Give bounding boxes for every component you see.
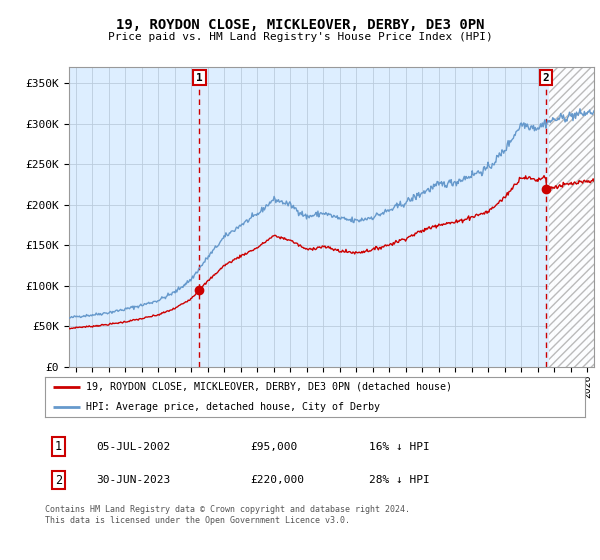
Text: 1: 1 (55, 440, 62, 453)
Text: 28% ↓ HPI: 28% ↓ HPI (369, 475, 430, 485)
Text: 19, ROYDON CLOSE, MICKLEOVER, DERBY, DE3 0PN: 19, ROYDON CLOSE, MICKLEOVER, DERBY, DE3… (116, 18, 484, 32)
Text: 19, ROYDON CLOSE, MICKLEOVER, DERBY, DE3 0PN (detached house): 19, ROYDON CLOSE, MICKLEOVER, DERBY, DE3… (86, 382, 452, 392)
Text: Price paid vs. HM Land Registry's House Price Index (HPI): Price paid vs. HM Land Registry's House … (107, 32, 493, 42)
Text: 30-JUN-2023: 30-JUN-2023 (96, 475, 170, 485)
Text: £95,000: £95,000 (250, 442, 298, 452)
Text: 2: 2 (543, 73, 550, 83)
Text: £220,000: £220,000 (250, 475, 304, 485)
Text: 2: 2 (55, 474, 62, 487)
Text: 1: 1 (196, 73, 203, 83)
Text: 16% ↓ HPI: 16% ↓ HPI (369, 442, 430, 452)
Bar (550, 67, 594, 367)
Text: HPI: Average price, detached house, City of Derby: HPI: Average price, detached house, City… (86, 402, 380, 412)
Text: 05-JUL-2002: 05-JUL-2002 (96, 442, 170, 452)
Text: Contains HM Land Registry data © Crown copyright and database right 2024.
This d: Contains HM Land Registry data © Crown c… (45, 505, 410, 525)
